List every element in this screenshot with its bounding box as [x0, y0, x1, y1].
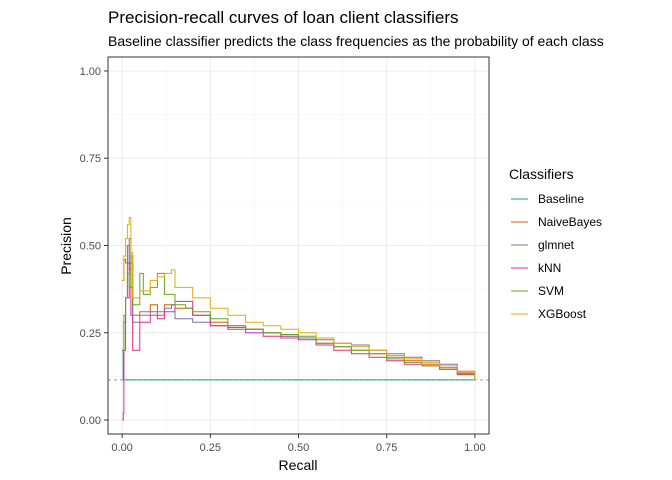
legend-label-knn: kNN [538, 261, 561, 275]
y-tick-label: 0.25 [80, 328, 101, 340]
y-tick-label: 1.00 [80, 66, 101, 78]
y-tick-label: 0.75 [80, 153, 101, 165]
x-tick-label: 0.75 [376, 442, 397, 454]
legend-label-xgboost: XGBoost [538, 307, 587, 321]
y-tick-label: 0.50 [80, 241, 101, 253]
chart-subtitle: Baseline classifier predicts the class f… [108, 33, 604, 49]
y-axis-label: Precision [58, 217, 74, 275]
legend-label-naivebayes: NaiveBayes [538, 215, 602, 229]
x-tick-label: 0.00 [111, 442, 132, 454]
x-tick-label: 0.50 [288, 442, 309, 454]
legend-label-baseline: Baseline [538, 192, 584, 206]
legend-label-glmnet: glmnet [538, 238, 575, 252]
x-tick-label: 1.00 [464, 442, 485, 454]
x-axis-label: Recall [279, 457, 318, 473]
legend-title: Classifiers [509, 166, 574, 182]
series-line-svm [122, 262, 476, 379]
series-line-xgboost [122, 217, 476, 379]
chart-title: Precision-recall curves of loan client c… [108, 8, 459, 27]
x-tick-label: 0.25 [200, 442, 221, 454]
legend: Classifiers Baseline NaiveBayes glmnet kNN S… [509, 166, 602, 321]
y-tick-label: 0.00 [80, 415, 101, 427]
plot-panel: 0.00 0.25 0.50 0.75 1.00 0.00 0.25 0.50 0.75 1.00 [80, 56, 490, 454]
legend-label-svm: SVM [538, 284, 564, 298]
